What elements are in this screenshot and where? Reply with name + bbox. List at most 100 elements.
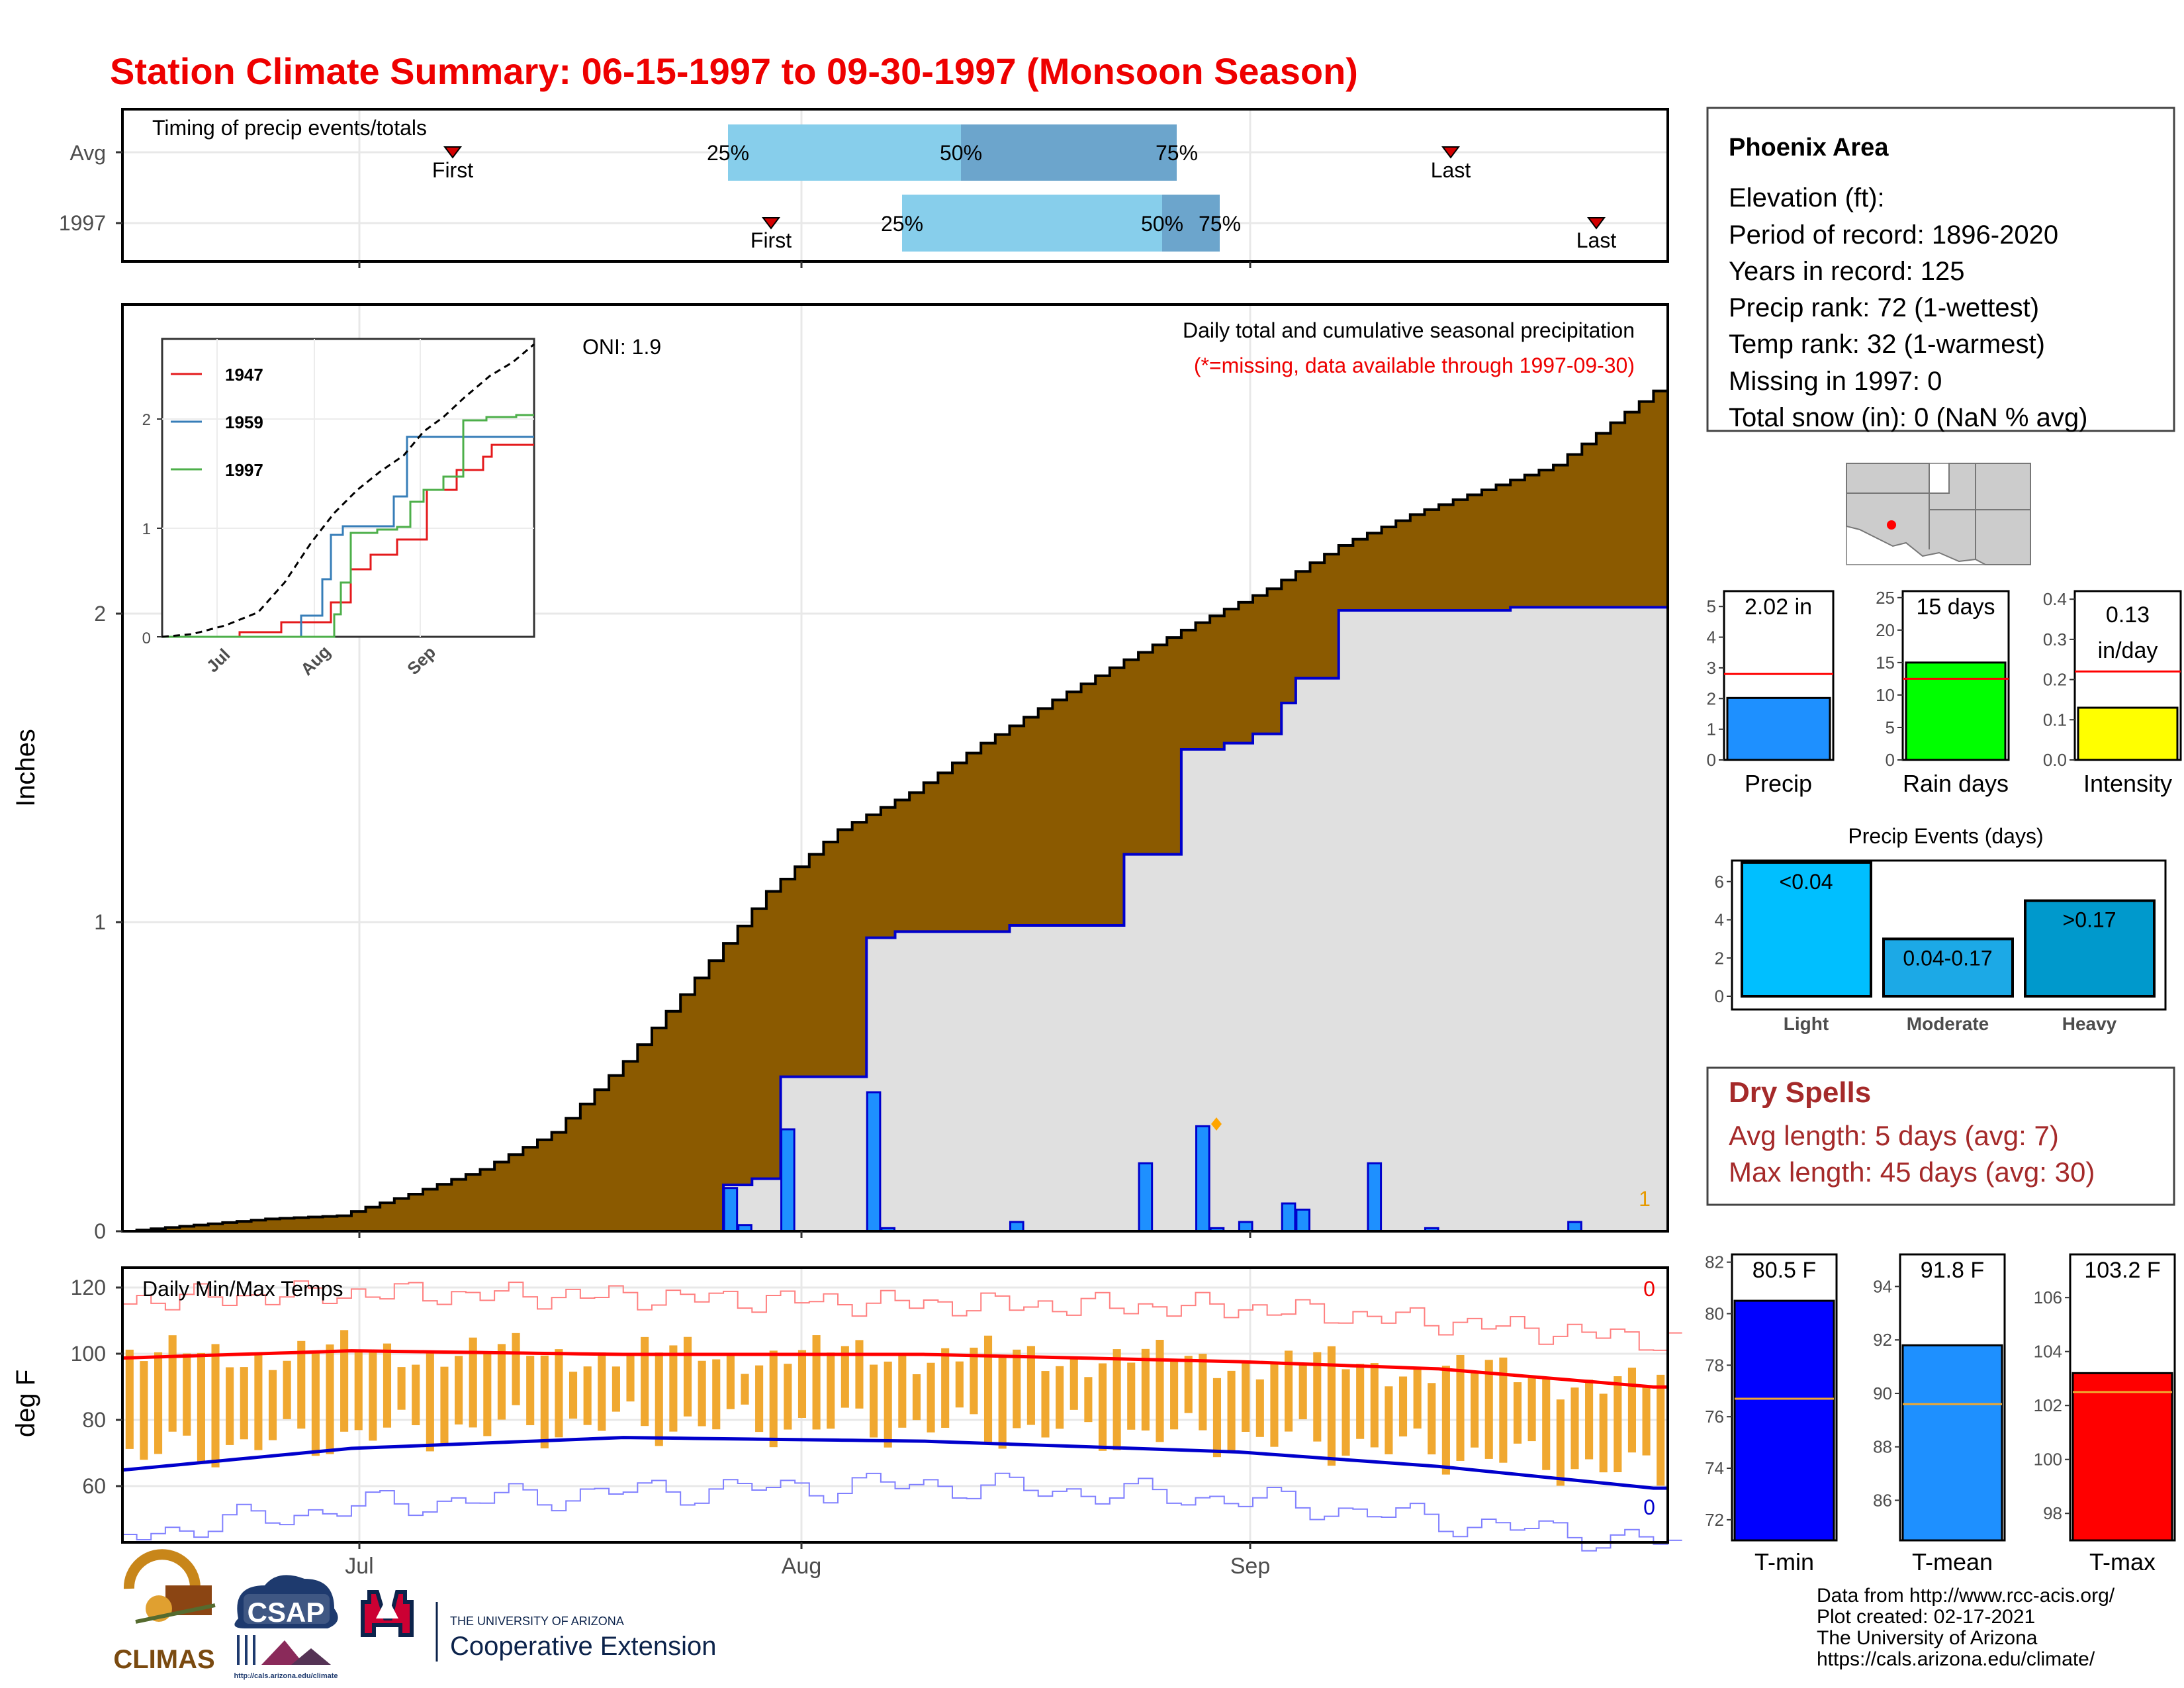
footer-line-3: The University of Arizona — [1817, 1627, 2038, 1649]
dry-spells-box: Dry Spells Avg length: 5 days (avg: 7) M… — [1706, 1066, 2175, 1206]
temp-ytick-80: 80 — [82, 1408, 106, 1432]
daily-temp-bar — [1627, 1368, 1637, 1453]
footer-line-2: Plot created: 02-17-2021 — [1817, 1606, 2035, 1628]
daily-temp-bar — [941, 1348, 950, 1428]
climas-logo: CLIMAS — [113, 1549, 216, 1674]
page-title: Station Climate Summary: 06-15-1997 to 0… — [110, 50, 1358, 92]
daily-temp-bar — [369, 1350, 377, 1441]
daily-temp-bar — [955, 1361, 964, 1408]
daily-temp-bar — [1113, 1349, 1121, 1450]
daily-precip-bar — [1009, 1221, 1024, 1233]
csap-logo-url: http://cals.arizona.edu/climate — [234, 1672, 338, 1680]
1997-first-marker — [762, 217, 780, 230]
daily-temp-bar — [1556, 1399, 1565, 1486]
intensity-value-unit: in/day — [2098, 638, 2158, 663]
daily-temp-bar — [1170, 1361, 1179, 1430]
daily-temp-bar — [870, 1364, 878, 1438]
summary-ytick: 25 — [1876, 588, 1895, 608]
summary-ytick: 86 — [1873, 1490, 1892, 1510]
daily-temp-bar — [726, 1352, 735, 1409]
events-title: Precip Events (days) — [1848, 824, 2043, 848]
daily-temp-bar — [1255, 1379, 1264, 1437]
daily-temp-bar — [154, 1352, 163, 1454]
1997-p75-label: 75% — [1199, 212, 1241, 236]
daily-temp-bar — [1013, 1349, 1021, 1429]
daily-temp-bar — [1285, 1350, 1293, 1432]
daily-temp-bar — [669, 1345, 678, 1432]
daily-temp-bar — [1327, 1346, 1336, 1466]
daily-temp-bar — [1298, 1365, 1307, 1420]
daily-temp-bar — [698, 1360, 706, 1427]
daily-temp-bar — [455, 1356, 463, 1425]
daily-temp-bar — [1026, 1346, 1035, 1425]
inset-chart: 1947 1959 1997 0 1 2 Jul Aug Sep — [142, 338, 535, 679]
intensity-value-label: 0.13 — [2106, 602, 2150, 628]
daily-precip-bar — [1295, 1208, 1310, 1233]
daily-temp-bar — [1642, 1385, 1651, 1456]
daily-temp-bar — [1356, 1364, 1365, 1439]
daily-temp-bar — [1041, 1371, 1050, 1438]
climas-logo-text: CLIMAS — [113, 1645, 214, 1674]
daily-temp-bar — [311, 1353, 320, 1456]
daily-temp-bar — [855, 1340, 864, 1409]
daily-temp-bar — [1441, 1366, 1450, 1475]
avg-first-label: First — [432, 158, 473, 182]
precip-total-bar — [1726, 696, 1831, 761]
daily-temp-bar — [340, 1330, 349, 1432]
missing-count-label: 1 — [1639, 1187, 1651, 1211]
station-precip-rank: Precip rank: 72 (1-wettest) — [1729, 293, 2039, 322]
daily-temp-bar — [1212, 1378, 1222, 1458]
inset-line-1997 — [162, 414, 534, 638]
timing-panel-label: Timing of precip events/totals — [152, 116, 427, 140]
ua-logo-big-text: Cooperative Extension — [450, 1632, 716, 1661]
avg-cumulative-line — [122, 389, 1668, 1233]
daily-temp-bar — [598, 1352, 606, 1431]
temp-xtick-aug: Aug — [782, 1554, 822, 1579]
daily-temp-bar — [1484, 1360, 1493, 1459]
summary-ytick: 0.4 — [2043, 589, 2067, 609]
daily-temp-bar — [1585, 1380, 1594, 1460]
csap-logo: CSAP http://cals.arizona.edu/climate — [234, 1575, 338, 1680]
daily-temp-bar — [712, 1359, 721, 1430]
precip-ytick-2: 2 — [94, 602, 106, 626]
events-ytick: 4 — [1715, 910, 1724, 930]
station-period: Period of record: 1896-2020 — [1729, 220, 2058, 250]
avg-p25-label: 25% — [707, 141, 749, 165]
tmax-chart: 103.2 F 98 100 102 104 106 T-max — [2034, 1253, 2176, 1575]
summary-ytick: 72 — [1705, 1510, 1724, 1530]
oni-label: ONI: 1.9 — [582, 335, 661, 359]
summary-ytick: 92 — [1873, 1330, 1892, 1350]
daily-temp-bar — [555, 1349, 563, 1438]
daily-temp-bar — [1428, 1383, 1436, 1455]
1997-last-marker — [1587, 217, 1606, 230]
inset-ytick-1: 1 — [142, 520, 151, 538]
event-bar — [1882, 937, 2014, 998]
summary-ytick: 1 — [1707, 720, 1716, 739]
daily-temp-bar — [326, 1344, 334, 1454]
daily-temp-bar — [1398, 1376, 1408, 1436]
tmax-bar — [2071, 1372, 2173, 1542]
summary-ytick: 90 — [1873, 1383, 1892, 1403]
avg-tmax-line — [122, 1349, 1668, 1389]
precip-ytick-1: 1 — [94, 910, 106, 934]
event-bar-label: >0.17 — [2063, 908, 2116, 932]
ua-logo: THE UNIVERSITY OF ARIZONA Cooperative Ex… — [361, 1590, 716, 1662]
temp-panel-label: Daily Min/Max Temps — [142, 1277, 343, 1301]
daily-temp-bar — [412, 1364, 420, 1425]
1997-cumulative-area — [122, 607, 1668, 1231]
timing-panel: Timing of precip events/totals First Las… — [59, 108, 1669, 263]
daily-temp-bar — [641, 1336, 649, 1427]
temp-ytick-60: 60 — [82, 1474, 106, 1498]
daily-precip-bar — [723, 1187, 739, 1233]
csap-logo-text: CSAP — [248, 1597, 325, 1628]
summary-ytick: 2 — [1707, 688, 1716, 708]
inset-legend-1959: 1959 — [225, 412, 263, 432]
tmax-bar-label: T-max — [2089, 1548, 2156, 1575]
summary-ytick: 0.2 — [2043, 670, 2067, 690]
1997-quartile-bar-low — [902, 195, 1162, 252]
precip-bar-label: Precip — [1745, 770, 1812, 797]
locator-map — [1846, 463, 2031, 565]
daily-temp-bar — [1141, 1348, 1150, 1431]
daily-precip-bar — [866, 1091, 882, 1233]
